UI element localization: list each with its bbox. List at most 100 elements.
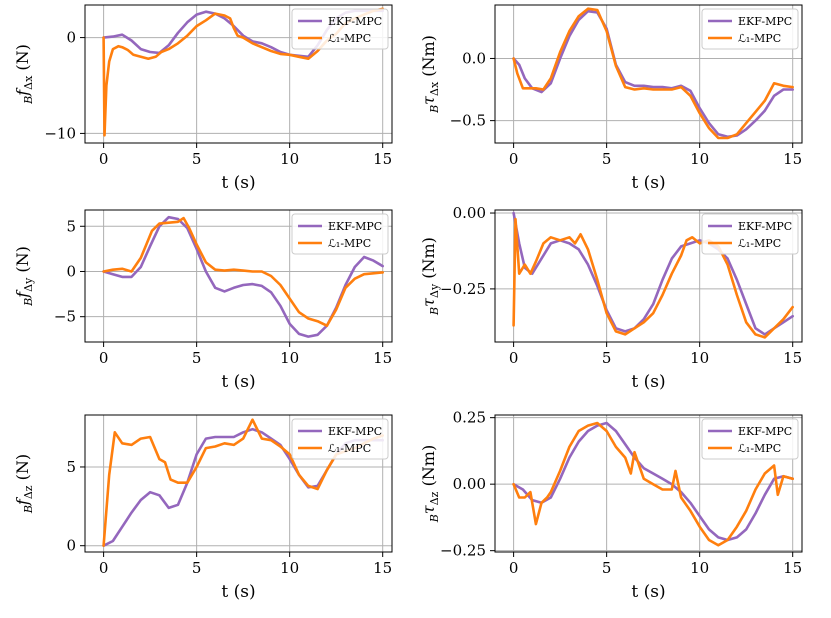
x-tick-label: 0 <box>509 349 519 367</box>
x-axis-label: t (s) <box>221 372 255 392</box>
y-tick-label: 0.25 <box>453 409 486 427</box>
y-tick-label: 5 <box>66 217 76 235</box>
series-line-l1-mpc <box>102 418 385 548</box>
axes-frame <box>84 4 393 144</box>
x-tick-label: 5 <box>192 150 202 168</box>
panel-fx: 0 5 10 15 0 −10 t (s) BfΔx (N) EKF-MPC ℒ₁-MPC <box>13 4 393 193</box>
legend: EKF-MPC ℒ₁-MPC <box>291 8 389 50</box>
y-tick-label: −10 <box>44 124 76 142</box>
y-tick-label: 0.00 <box>453 475 486 493</box>
y-label-subscript: Δx <box>428 81 441 96</box>
series-group <box>102 215 385 338</box>
x-tick-label: 0 <box>99 559 109 577</box>
x-tick-label: 10 <box>690 349 709 367</box>
panel-fz: 0 5 10 15 5 0 t (s) BfΔz (N) EKF-MPC ℒ₁-MPC <box>13 414 393 602</box>
y-axis-label: BτΔz (Nm) <box>419 445 441 523</box>
y-label-frame: B <box>428 105 441 114</box>
y-label-subscript: Δz <box>22 485 35 499</box>
y-label-symbol: f <box>13 496 32 506</box>
legend: EKF-MPC ℒ₁-MPC <box>701 418 799 460</box>
legend-label-ekf-mpc: EKF-MPC <box>738 15 792 28</box>
x-tick-label: 5 <box>602 150 612 168</box>
y-label-unit: (Nm) <box>419 35 438 82</box>
y-tick-label: 0 <box>66 537 76 555</box>
y-label-subscript: Δy <box>22 277 35 292</box>
y-tick-label: −0.5 <box>450 112 486 130</box>
x-tick-label: 10 <box>690 559 709 577</box>
x-tick-label: 5 <box>192 349 202 367</box>
series-group <box>512 421 795 547</box>
y-label-unit: (N) <box>13 44 32 76</box>
legend-label-l1-mpc: ℒ₁-MPC <box>328 32 371 45</box>
y-label-subscript: Δx <box>22 75 35 90</box>
x-tick-label: 0 <box>99 349 109 367</box>
y-label-unit: (Nm) <box>419 445 438 492</box>
y-axis-label: BτΔy (Nm) <box>419 237 441 316</box>
legend-label-l1-mpc: ℒ₁-MPC <box>738 442 781 455</box>
x-tick-label: 10 <box>280 150 299 168</box>
series-line-l1-mpc <box>512 421 795 547</box>
y-tick-label: 5 <box>66 458 76 476</box>
y-label-frame: B <box>22 96 35 105</box>
y-tick-label: −5 <box>54 308 76 326</box>
legend-label-ekf-mpc: EKF-MPC <box>738 425 792 438</box>
x-tick-label: 15 <box>783 150 802 168</box>
y-tick-label: 0.00 <box>453 204 486 222</box>
series-line-ekf-mpc <box>512 211 795 336</box>
legend-label-l1-mpc: ℒ₁-MPC <box>328 237 371 250</box>
x-axis-label: t (s) <box>221 173 255 193</box>
series-line-ekf-mpc <box>512 9 795 139</box>
x-tick-label: 10 <box>690 150 709 168</box>
y-tick-label: −0.25 <box>440 280 486 298</box>
x-tick-label: 5 <box>192 559 202 577</box>
x-tick-label: 5 <box>602 349 612 367</box>
y-label-unit: (N) <box>13 454 32 486</box>
x-tick-label: 0 <box>509 150 519 168</box>
x-tick-label: 15 <box>373 150 392 168</box>
y-label-unit: (Nm) <box>419 237 438 284</box>
legend-label-l1-mpc: ℒ₁-MPC <box>738 237 781 250</box>
series-line-ekf-mpc <box>512 421 795 542</box>
y-axis-label: BfΔz (N) <box>13 454 35 514</box>
legend-label-ekf-mpc: EKF-MPC <box>328 425 382 438</box>
y-label-unit: (N) <box>13 246 32 278</box>
legend: EKF-MPC ℒ₁-MPC <box>291 213 389 255</box>
legend-label-l1-mpc: ℒ₁-MPC <box>328 442 371 455</box>
y-label-symbol: τ <box>419 95 438 105</box>
x-tick-label: 15 <box>783 349 802 367</box>
legend-label-l1-mpc: ℒ₁-MPC <box>738 32 781 45</box>
y-tick-label: −0.25 <box>440 542 486 560</box>
x-axis-label: t (s) <box>631 372 665 392</box>
y-label-frame: B <box>428 514 441 523</box>
y-axis-label: BfΔx (N) <box>13 44 35 105</box>
panel-ty: 0 5 10 15 0.00 −0.25 t (s) BτΔy (Nm) EKF-MPC ℒ₁-M… <box>419 204 803 392</box>
x-tick-label: 10 <box>280 349 299 367</box>
y-label-frame: B <box>428 307 441 316</box>
y-tick-label: 0 <box>66 29 76 47</box>
x-axis-label: t (s) <box>221 582 255 602</box>
y-label-symbol: f <box>13 87 32 97</box>
y-label-frame: B <box>22 298 35 307</box>
panel-tz: 0 5 10 15 0.25 0.00 −0.25 t (s) BτΔz (Nm) EKF-MPC… <box>419 409 803 602</box>
x-axis-label: t (s) <box>631 582 665 602</box>
panel-fy: 0 5 10 15 5 0 −5 t (s) BfΔy (N) EKF-MPC ℒ₁-MPC <box>13 209 393 392</box>
series-group <box>512 211 795 339</box>
series-line-l1-mpc <box>102 216 385 328</box>
series-line-l1-mpc <box>512 217 795 339</box>
axes-frame <box>84 209 393 343</box>
axes-frame <box>494 209 803 343</box>
legend: EKF-MPC ℒ₁-MPC <box>291 418 389 460</box>
x-tick-label: 10 <box>280 559 299 577</box>
y-tick-label: 0 <box>66 262 76 280</box>
series-line-l1-mpc <box>512 7 795 140</box>
y-axis-label: BfΔy (N) <box>13 246 35 307</box>
x-tick-label: 0 <box>509 559 519 577</box>
y-tick-label: 0.0 <box>462 49 486 67</box>
x-axis-label: t (s) <box>631 173 665 193</box>
legend-label-ekf-mpc: EKF-MPC <box>328 220 382 233</box>
legend: EKF-MPC ℒ₁-MPC <box>701 213 799 255</box>
axes-frame <box>494 414 803 553</box>
y-label-symbol: f <box>13 289 32 299</box>
y-axis-label: BτΔx (Nm) <box>419 35 441 114</box>
